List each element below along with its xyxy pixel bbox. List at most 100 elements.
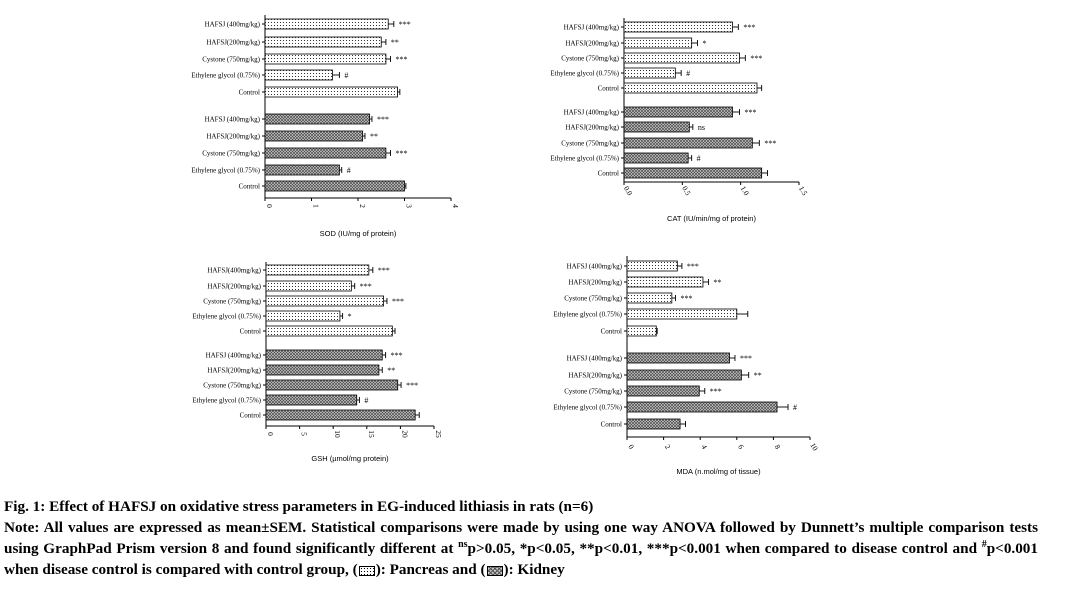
category-label: HAFSJ (400mg/kg) — [206, 352, 262, 360]
bar — [623, 121, 690, 133]
category-label: Ethylene glycol (0.75%) — [550, 155, 619, 163]
significance-label: *** — [406, 381, 418, 390]
x-tick-label: 2 — [358, 204, 367, 208]
bar — [264, 18, 389, 30]
category-label: Control — [601, 421, 622, 429]
x-tick-label: 1.0 — [739, 184, 752, 197]
category-label: HAFSJ(200mg/kg) — [568, 372, 622, 380]
category-label: Control — [239, 183, 260, 191]
caption-title: Fig. 1: Effect of HAFSJ on oxidative str… — [4, 498, 594, 515]
significance-label: *** — [743, 23, 755, 32]
category-label: Cystone (750mg/kg) — [561, 140, 619, 148]
category-label: HAFSJ (400mg/kg) — [205, 21, 261, 29]
x-tick-label: 4 — [451, 204, 460, 208]
bar — [626, 352, 730, 364]
significance-label: # — [686, 69, 690, 78]
bar — [264, 164, 340, 176]
note-mid1: p>0.05, *p<0.05, **p<0.01, ***p<0.001 wh… — [467, 540, 982, 557]
bar — [265, 409, 416, 421]
bar — [626, 325, 657, 337]
category-label: Cystone (750mg/kg) — [202, 56, 260, 64]
significance-label: *** — [710, 387, 722, 396]
bar — [626, 260, 678, 272]
significance-label: *** — [680, 294, 692, 303]
category-label: Ethylene glycol (0.75%) — [192, 397, 261, 405]
x-tick-label: 6 — [736, 443, 746, 451]
category-label: HAFSJ(200mg/kg) — [207, 283, 261, 291]
x-tick-label: 10 — [333, 430, 342, 438]
significance-label: *** — [392, 297, 404, 306]
bar — [264, 147, 387, 159]
bar — [623, 167, 763, 179]
kidney-swatch-icon — [486, 565, 503, 576]
category-label: HAFSJ(200mg/kg) — [207, 367, 261, 375]
bar — [626, 385, 700, 397]
bar — [265, 295, 384, 307]
category-label: Ethylene glycol (0.75%) — [550, 70, 619, 78]
category-label: Control — [240, 412, 261, 420]
x-tick-label: 1.5 — [797, 184, 810, 197]
pancreas-swatch-icon — [358, 565, 375, 576]
bar — [264, 130, 364, 142]
note-lead: Note: All values are expressed as mean±S… — [4, 519, 1038, 557]
bar — [626, 308, 738, 320]
bar — [264, 36, 382, 48]
x-tick-label: 8 — [773, 443, 783, 451]
category-label: HAFSJ(200mg/kg) — [568, 279, 622, 287]
category-label: HAFSJ (400mg/kg) — [564, 109, 620, 117]
category-label: Cystone (750mg/kg) — [202, 150, 260, 158]
category-label: Cystone (750mg/kg) — [203, 298, 261, 306]
bar — [626, 401, 778, 413]
significance-label: *** — [750, 54, 762, 63]
significance-label: *** — [396, 149, 408, 158]
category-label: Cystone (750mg/kg) — [203, 382, 261, 390]
hash-mark: # — [981, 538, 987, 550]
bar — [626, 292, 673, 304]
category-label: HAFSJ (400mg/kg) — [205, 116, 261, 124]
bar — [265, 264, 370, 276]
significance-label: ** — [754, 371, 762, 380]
bar — [623, 152, 689, 164]
x-tick-label: 20 — [400, 430, 409, 438]
category-label: Ethylene glycol (0.75%) — [192, 313, 261, 321]
charts-figure: 0 1 2 3 4 SOD (IU/mg of protein) HAFSJ (400mg/… — [191, 15, 820, 476]
category-label: HAFSJ(200mg/kg) — [206, 39, 260, 47]
ns-mark: ns — [458, 538, 468, 550]
bar — [265, 364, 380, 376]
category-label: HAFSJ (400mg/kg) — [567, 263, 623, 271]
significance-label: ** — [387, 366, 395, 375]
significance-label: *** — [740, 354, 752, 363]
x-tick-label: 0 — [265, 204, 274, 208]
significance-label: ** — [370, 132, 378, 141]
bar — [623, 52, 740, 64]
category-label: HAFSJ(200mg/kg) — [565, 40, 619, 48]
category-label: Ethylene glycol (0.75%) — [191, 167, 260, 175]
x-tick-label: 5 — [300, 432, 309, 436]
category-label: Ethylene glycol (0.75%) — [553, 311, 622, 319]
x-axis-label: CAT (IU/min/mg of protein) — [667, 214, 756, 223]
significance-label: # — [347, 166, 351, 175]
significance-label: *** — [745, 108, 757, 117]
significance-label: * — [703, 39, 707, 48]
significance-label: # — [364, 396, 368, 405]
category-label: HAFSJ(400mg/kg) — [207, 267, 261, 275]
bar — [623, 21, 733, 33]
significance-label: *** — [391, 351, 403, 360]
category-label: Ethylene glycol (0.75%) — [191, 72, 260, 80]
x-tick-label: 2 — [663, 443, 673, 451]
category-label: HAFSJ (400mg/kg) — [564, 24, 620, 32]
bar — [265, 379, 399, 391]
bar — [265, 325, 393, 337]
category-label: HAFSJ(200mg/kg) — [206, 133, 260, 141]
sod-chart: 0 1 2 3 4 SOD (IU/mg of protein) HAFSJ (400mg/… — [191, 15, 460, 238]
bar — [264, 69, 333, 81]
bar — [626, 418, 681, 430]
gsh-chart: 0 5 10 15 20 25 GSH (µmol/mg protein) HAFSJ(400… — [192, 262, 443, 463]
category-label: HAFSJ (400mg/kg) — [567, 355, 623, 363]
category-label: Control — [239, 89, 260, 97]
significance-label: *** — [360, 282, 372, 291]
bar — [626, 369, 742, 381]
cat-chart: 0.0 0.5 1.0 1.5 CAT (IU/min/mg of protein) HA… — [550, 18, 810, 223]
x-tick-label: 1 — [312, 204, 321, 208]
bar — [264, 113, 371, 125]
